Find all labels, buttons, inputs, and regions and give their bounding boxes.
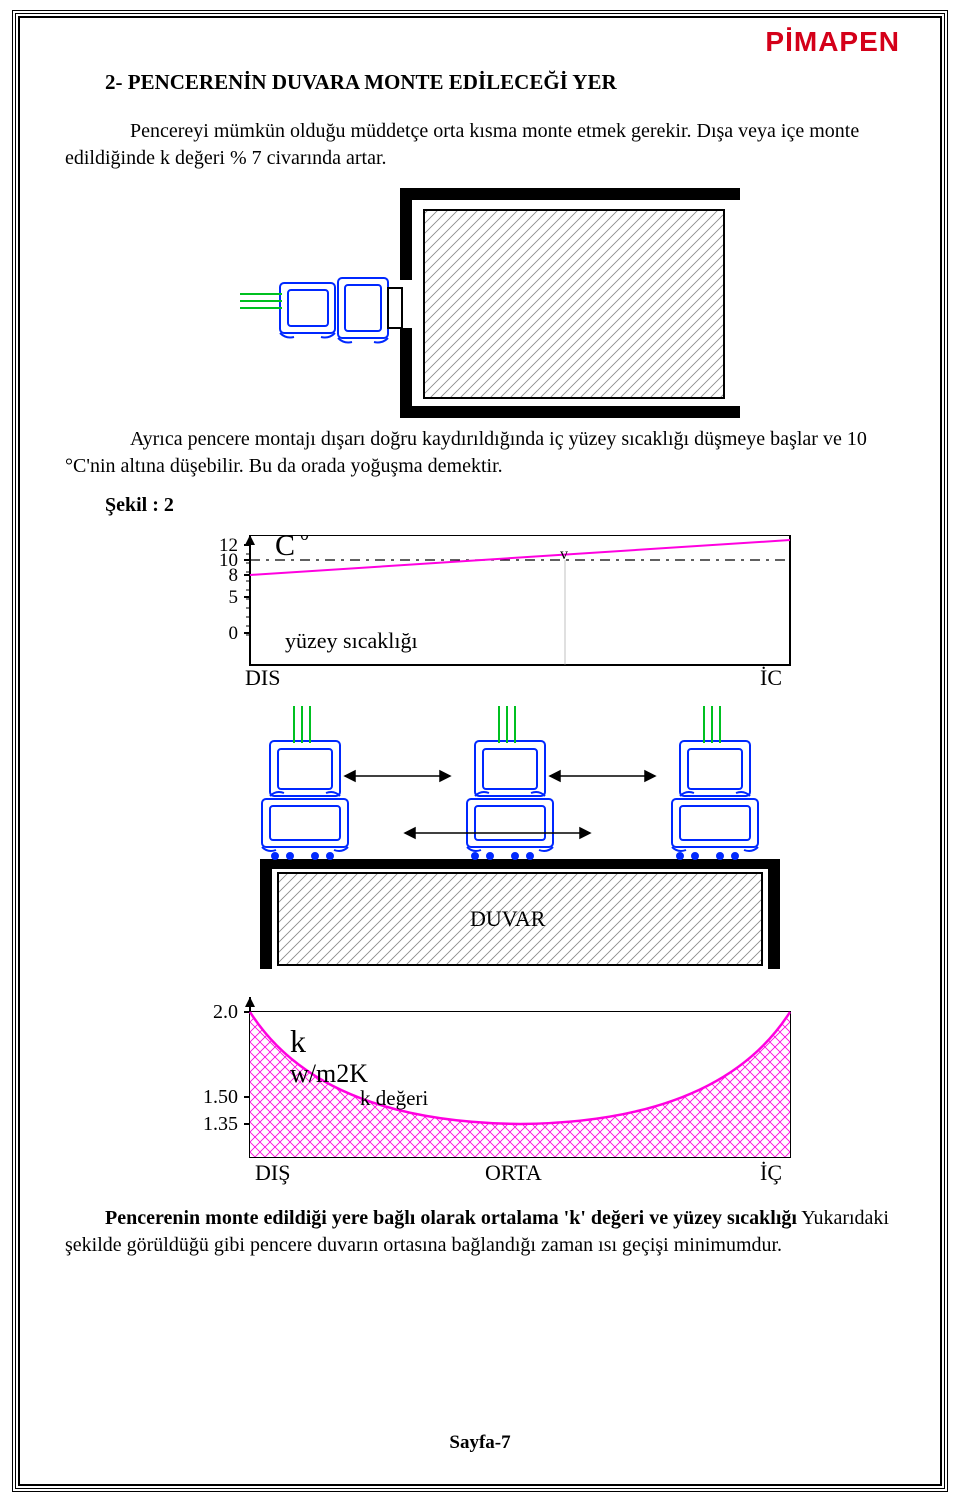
k-unit: w/m2K [290,1059,368,1088]
conclusion-bold: Pencerenin monte edildiği yere bağlı ola… [105,1207,797,1229]
k-xlabel-mid: ORTA [485,1160,542,1185]
page-number: Sayfa-7 [20,1432,940,1454]
brand-logo: PİMAPEN [765,26,900,58]
wall-label: DUVAR [470,906,546,931]
temperature-chart: 1210850 v C 0 yüzey sıcaklığı [130,535,830,685]
temp-left-label: DIŞ [245,665,280,685]
wall-section-top [200,188,760,418]
paragraph-2: Ayrıca pencere montajı dışarı doğru kayd… [65,426,895,480]
svg-text:v: v [560,546,568,563]
figure-label: Şekil : 2 [65,492,895,519]
page-content: 2- PENCERENİN DUVARA MONTE EDİLECEĞİ YER… [20,18,940,1291]
k-value-chart: 2.0 1.50 1.35 k w/m2K k değeri DIŞ ORTA İÇ [130,997,830,1197]
paragraph-1: Pencereyi mümkün olduğu müddetçe orta kı… [65,118,895,172]
svg-text:2.0: 2.0 [213,1001,238,1023]
temp-super: 0 [300,535,309,544]
svg-text:1.35: 1.35 [203,1113,238,1135]
temp-right-label: İÇ [760,665,782,685]
svg-text:5: 5 [229,587,239,608]
svg-text:0: 0 [229,623,239,644]
k-xlabel-left: DIŞ [255,1160,290,1185]
temp-unit: C [275,535,295,562]
svg-text:8: 8 [229,565,239,586]
conclusion: Pencerenin monte edildiği yere bağlı ola… [65,1205,895,1259]
svg-text:1.50: 1.50 [203,1086,238,1108]
k-label: k değeri [360,1086,428,1110]
wall-three-positions: DUVAR [130,701,830,981]
section-heading: 2- PENCERENİN DUVARA MONTE EDİLECEĞİ YER [65,68,895,96]
k-symbol: k [290,1023,306,1059]
k-xlabel-right: İÇ [760,1160,782,1185]
temp-line-label: yüzey sıcaklığı [285,628,418,653]
